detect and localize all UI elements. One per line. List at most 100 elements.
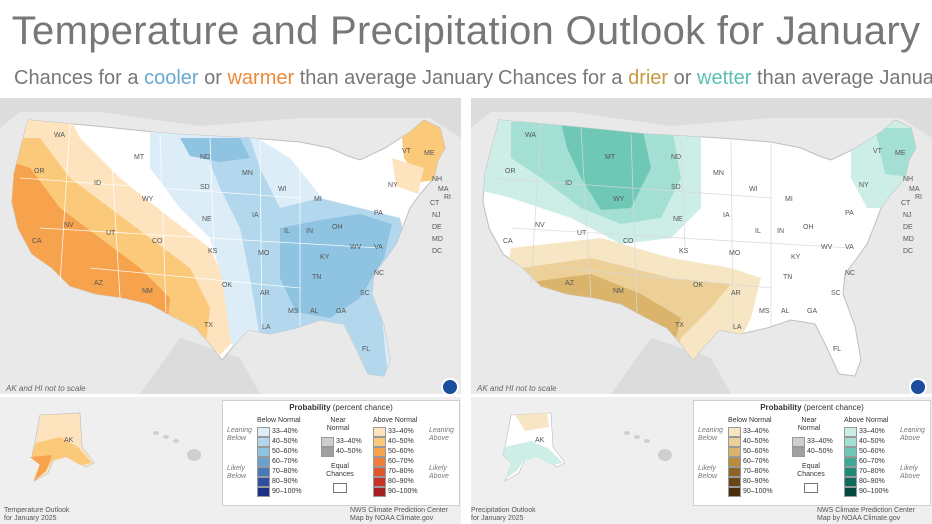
hawaii-island	[173, 439, 179, 443]
below-swatch	[257, 437, 270, 447]
below-swatch	[257, 487, 270, 497]
state-label-wa: WA	[54, 132, 66, 139]
alaska-warmer-region	[30, 455, 52, 481]
below-swatch	[257, 467, 270, 477]
leaning-below-label: Leaning Below	[227, 427, 252, 442]
below-swatch	[257, 477, 270, 487]
state-label-va: VA	[374, 244, 383, 251]
below-range-label: 50–60%	[743, 448, 769, 455]
above-range-label: 50–60%	[388, 448, 414, 455]
state-label-ga: GA	[336, 308, 347, 315]
state-label-ma: MA	[909, 186, 920, 193]
above-range-label: 40–50%	[859, 438, 885, 445]
state-label-al: AL	[310, 308, 319, 315]
above-header: Above Normal	[844, 417, 889, 424]
hawaii-island	[658, 449, 672, 461]
hawaii-map	[624, 431, 672, 461]
below-range-label: 33–40%	[743, 428, 769, 435]
above-swatch	[844, 477, 857, 487]
page-title: Temperature and Precipitation Outlook fo…	[11, 9, 921, 53]
leaning-above-label: Leaning Above	[900, 427, 925, 442]
state-label-mo: MO	[258, 250, 270, 257]
below-header: Below Normal	[728, 417, 772, 424]
credit-line: NWS Climate Prediction Center	[817, 507, 916, 514]
equal-chances-label: Equal Chances	[797, 463, 825, 478]
state-label-sc: SC	[360, 290, 370, 297]
below-swatch	[728, 427, 741, 437]
state-label-pa: PA	[374, 210, 383, 217]
state-label-tn: TN	[312, 274, 322, 281]
state-label-al: AL	[781, 308, 790, 315]
alaska-map	[30, 412, 95, 482]
state-label-wv: WV	[350, 244, 362, 251]
state-label-nv: NV	[64, 222, 74, 229]
above-range-label: 40–50%	[388, 438, 414, 445]
hawaii-island	[163, 435, 169, 439]
below-swatch	[728, 457, 741, 467]
legend-title-bold: Probability	[289, 403, 331, 412]
noaa-logo-icon	[909, 378, 927, 396]
wetter-word: wetter	[697, 67, 752, 89]
state-label-ks: KS	[679, 248, 689, 255]
likely-above-label: Likely Above	[429, 465, 449, 480]
leaning-above-label: Leaning Above	[429, 427, 454, 442]
above-range-label: 80–90%	[859, 478, 885, 485]
legend-title-bold: Probability	[760, 403, 802, 412]
precipitation-inset-area: AK Precipitation Outlook for January 202…	[471, 397, 932, 524]
precipitation-legend: Probability (percent chance) Below Norma…	[693, 400, 931, 506]
near-range-label: 40–50%	[336, 448, 362, 455]
above-swatch	[373, 447, 386, 457]
state-label-wy: WY	[613, 196, 625, 203]
state-label-ar: AR	[731, 290, 741, 297]
above-swatch	[844, 487, 857, 497]
above-swatch	[373, 487, 386, 497]
equal-chances-swatch	[804, 483, 818, 493]
temperature-map-svg	[0, 98, 461, 394]
credit-line: Temperature Outlook	[4, 507, 70, 514]
likely-above-label: Likely Above	[900, 465, 920, 480]
subtitle-text: than average January	[751, 67, 932, 89]
state-label-md: MD	[432, 236, 443, 243]
state-label-ri: RI	[915, 194, 922, 201]
state-label-id: ID	[94, 180, 101, 187]
hawaii-island	[187, 449, 201, 461]
state-label-de: DE	[432, 224, 442, 231]
near-header: Near Normal	[326, 417, 350, 432]
state-label-dc: DC	[903, 248, 914, 255]
state-label-nc: NC	[845, 270, 856, 277]
temperature-subtitle: Chances for a cooler or warmer than aver…	[14, 64, 493, 92]
mexico-land	[140, 338, 260, 394]
state-label-tn: TN	[783, 274, 793, 281]
leaning-below-label: Leaning Below	[698, 427, 723, 442]
state-label-ok: OK	[222, 282, 233, 289]
state-label-ut: UT	[577, 230, 587, 237]
below-swatch	[257, 427, 270, 437]
subtitle-text: Chances for a	[14, 67, 145, 89]
hawaii-island	[624, 431, 630, 435]
state-label-ak: AK	[535, 437, 545, 444]
state-label-ut: UT	[106, 230, 116, 237]
above-swatch	[844, 467, 857, 477]
state-label-wi: WI	[749, 186, 758, 193]
state-label-or: OR	[34, 168, 45, 175]
below-range-label: 60–70%	[272, 458, 298, 465]
state-label-ct: CT	[430, 200, 440, 207]
alaska-wet-region	[503, 441, 563, 479]
hawaii-map	[153, 431, 201, 461]
state-label-nj: NJ	[432, 212, 441, 219]
state-label-wi: WI	[278, 186, 287, 193]
state-label-la: LA	[262, 324, 271, 331]
state-label-mi: MI	[314, 196, 322, 203]
alaska-dry-region	[515, 413, 549, 431]
state-label-nd: ND	[671, 154, 682, 161]
legend-title: Probability (percent chance)	[223, 403, 459, 412]
temperature-map: WA OR CA NV ID UT AZ NM CO WY MT ND SD N…	[0, 98, 461, 394]
subtitle-text: or	[198, 67, 228, 89]
above-swatch	[373, 427, 386, 437]
state-label-ma: MA	[438, 186, 449, 193]
below-range-label: 40–50%	[743, 438, 769, 445]
below-range-label: 80–90%	[743, 478, 769, 485]
below-swatch	[728, 487, 741, 497]
above-range-label: 60–70%	[388, 458, 414, 465]
state-label-or: OR	[505, 168, 516, 175]
